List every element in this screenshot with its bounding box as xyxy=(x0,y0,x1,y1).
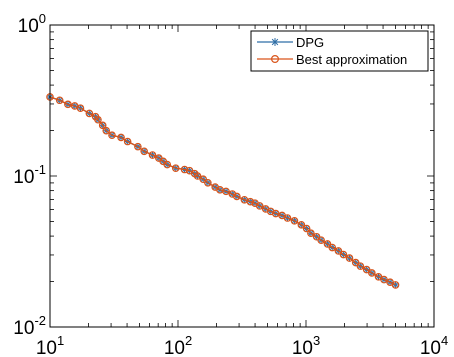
data-point-best-approximation xyxy=(246,197,255,206)
data-point-best-approximation xyxy=(362,265,371,274)
data-point-best-approximation xyxy=(297,221,306,229)
legend-box xyxy=(250,30,429,72)
legend-label: Best approximation xyxy=(296,52,407,67)
data-point-best-approximation xyxy=(283,214,292,222)
y-tick-label-exponent: -2 xyxy=(34,313,46,328)
data-point-best-approximation xyxy=(140,147,148,156)
data-point-best-approximation xyxy=(180,165,189,174)
x-tick-label-exponent: 1 xyxy=(57,333,64,348)
y-tick-label-base: 10 xyxy=(13,167,34,188)
data-point-best-approximation xyxy=(222,187,230,196)
data-point-best-approximation xyxy=(94,115,102,124)
ticks-layer xyxy=(49,25,434,328)
data-point-best-approximation xyxy=(117,133,125,142)
data-point-best-approximation xyxy=(356,262,365,270)
data-point-best-approximation xyxy=(380,275,388,284)
data-point-best-approximation xyxy=(328,243,337,252)
y-tick-label: 10-1 xyxy=(13,162,46,188)
data-point-best-approximation xyxy=(323,240,332,248)
data-point-best-approximation xyxy=(290,217,299,225)
legend-label: DPG xyxy=(296,35,324,50)
series-layer xyxy=(46,93,400,289)
y-tick-label-base: 10 xyxy=(18,16,39,37)
plot-area-background xyxy=(50,25,434,327)
data-point-best-approximation xyxy=(204,178,212,187)
x-tick-label-exponent: 3 xyxy=(313,333,320,348)
data-point-best-approximation xyxy=(302,224,311,233)
series-line xyxy=(49,96,396,286)
data-point-best-approximation xyxy=(64,100,72,109)
y-tick-label-exponent: -1 xyxy=(34,162,46,177)
data-point-best-approximation xyxy=(193,172,202,180)
x-tick-label: 101 xyxy=(36,333,64,357)
y-tick-label: 10-2 xyxy=(13,313,46,339)
data-point-best-approximation xyxy=(123,137,132,146)
data-point-best-approximation xyxy=(55,96,64,105)
x-tick-label-exponent: 4 xyxy=(441,333,448,348)
data-point-best-approximation xyxy=(85,109,94,118)
y-tick-label-base: 10 xyxy=(13,318,34,339)
x-tick-label: 102 xyxy=(164,333,192,357)
data-point-best-approximation xyxy=(102,126,111,135)
data-point-best-approximation xyxy=(171,164,180,172)
x-tick-label: 103 xyxy=(292,333,320,357)
x-tick-label: 104 xyxy=(420,333,448,357)
legend-marker-best-approximation xyxy=(271,54,280,63)
data-point-best-approximation xyxy=(307,229,315,238)
data-point-best-approximation xyxy=(317,236,325,244)
x-tick-label-base: 10 xyxy=(292,338,313,357)
data-point-best-approximation xyxy=(148,151,157,159)
x-tick-label-base: 10 xyxy=(420,338,441,357)
data-point-best-approximation xyxy=(108,131,116,140)
data-point-best-approximation xyxy=(255,202,264,210)
data-point-best-approximation xyxy=(368,269,376,277)
data-point-best-approximation xyxy=(199,175,208,184)
data-point-best-approximation xyxy=(233,192,241,201)
data-point-best-approximation xyxy=(98,121,107,130)
y-tick-label-exponent: 0 xyxy=(39,11,46,26)
series-best-approximation xyxy=(46,93,400,289)
y-tick-label: 100 xyxy=(18,11,46,37)
legend: DPG Best approximation xyxy=(250,30,429,72)
legend-marker-dpg xyxy=(271,38,279,46)
x-tick-label-base: 10 xyxy=(164,338,185,357)
x-tick-label-base: 10 xyxy=(36,338,57,357)
data-point-best-approximation xyxy=(339,250,348,259)
data-point-best-approximation xyxy=(334,247,343,255)
data-point-best-approximation xyxy=(345,254,354,262)
data-point-best-approximation xyxy=(76,104,85,112)
data-point-best-approximation xyxy=(351,258,360,267)
data-point-best-approximation xyxy=(134,142,142,151)
data-point-best-approximation xyxy=(391,281,400,289)
plot-frame xyxy=(49,24,435,328)
x-tick-label-exponent: 2 xyxy=(185,333,192,348)
data-point-best-approximation xyxy=(163,160,172,169)
